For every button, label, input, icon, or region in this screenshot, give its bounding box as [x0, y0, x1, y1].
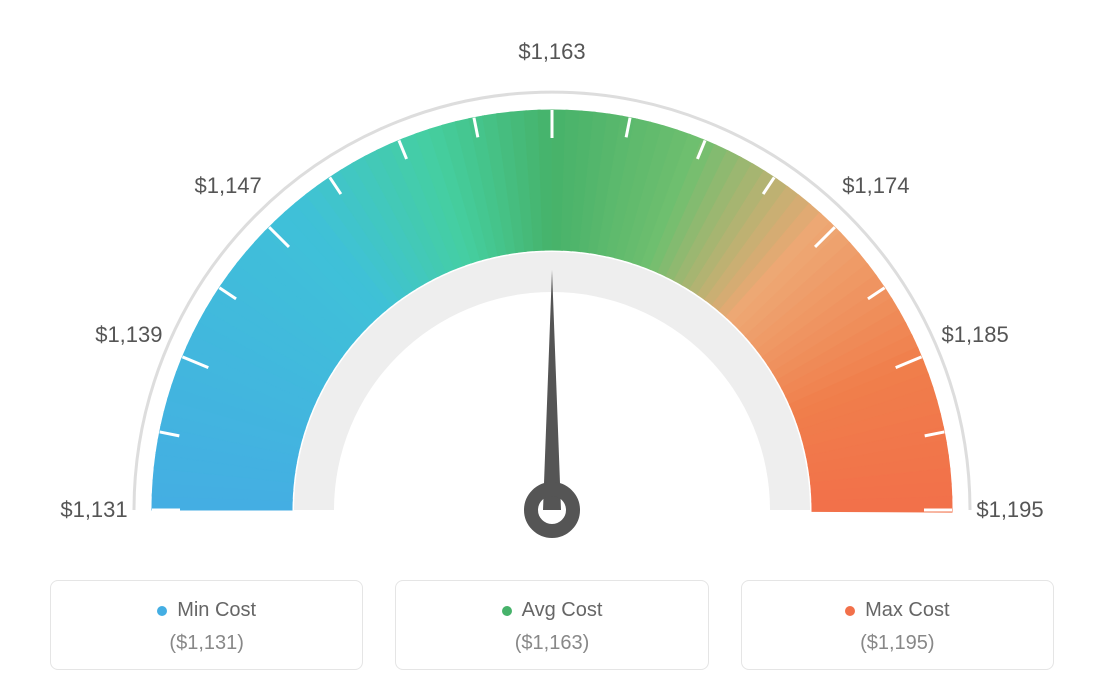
legend-title-text: Avg Cost: [522, 599, 603, 622]
tick-label: $1,131: [60, 497, 127, 523]
legend-card: Max Cost ($1,195): [741, 580, 1054, 670]
legend-card: Avg Cost ($1,163): [395, 580, 708, 670]
legend-title: Avg Cost: [502, 599, 603, 622]
gauge-svg: [0, 0, 1104, 560]
legend-title-text: Max Cost: [865, 599, 949, 622]
legend-dot-icon: [157, 606, 167, 616]
tick-label: $1,147: [194, 173, 261, 199]
legend-title: Min Cost: [157, 599, 256, 622]
legend-title: Max Cost: [845, 599, 949, 622]
legend-dot-icon: [845, 606, 855, 616]
legend-title-text: Min Cost: [177, 599, 256, 622]
gauge-wrap: $1,131 $1,139 $1,147 $1,163 $1,174 $1,185 $1,1…: [0, 0, 1104, 560]
legend-card: Min Cost ($1,131): [50, 580, 363, 670]
needle: [543, 270, 561, 510]
legend-dot-icon: [502, 606, 512, 616]
tick-label: $1,139: [95, 322, 162, 348]
tick-label: $1,185: [941, 322, 1008, 348]
legend-value: ($1,131): [61, 632, 352, 655]
tick-label: $1,195: [976, 497, 1043, 523]
gauge-chart: $1,131 $1,139 $1,147 $1,163 $1,174 $1,185 $1,1…: [0, 0, 1104, 690]
tick-label: $1,174: [842, 173, 909, 199]
tick-label: $1,163: [518, 39, 585, 65]
legend: Min Cost ($1,131) Avg Cost ($1,163) Max Cost…: [0, 580, 1104, 670]
legend-value: ($1,195): [752, 632, 1043, 655]
legend-value: ($1,163): [406, 632, 697, 655]
